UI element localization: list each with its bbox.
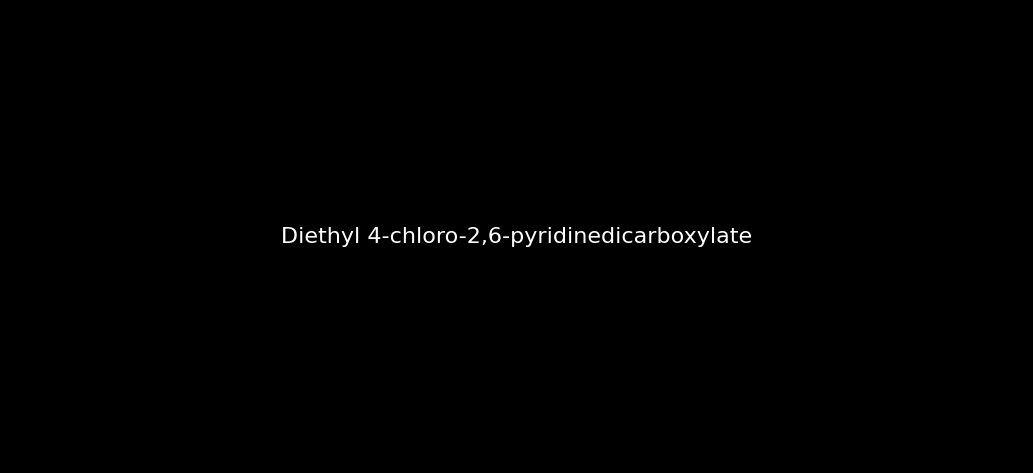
- Text: Diethyl 4-chloro-2,6-pyridinedicarboxylate: Diethyl 4-chloro-2,6-pyridinedicarboxyla…: [281, 227, 752, 246]
